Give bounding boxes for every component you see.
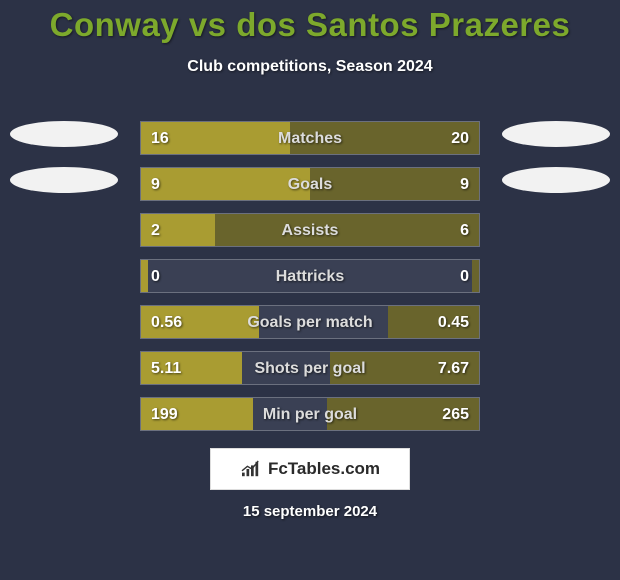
stat-row: 99Goals (140, 167, 480, 201)
stat-value-left: 0.56 (151, 306, 182, 339)
stat-value-left: 16 (151, 122, 169, 155)
stat-value-right: 0.45 (438, 306, 469, 339)
stats-chart: 1620Matches99Goals26Assists00Hattricks0.… (140, 121, 480, 443)
page-subtitle: Club competitions, Season 2024 (0, 58, 620, 76)
page-title: Conway vs dos Santos Prazeres (0, 0, 620, 44)
stat-value-right: 7.67 (438, 352, 469, 385)
stat-row: 0.560.45Goals per match (140, 305, 480, 339)
footer-date: 15 september 2024 (0, 503, 620, 520)
stat-value-right: 0 (460, 260, 469, 293)
bar-right (215, 214, 479, 246)
stat-value-left: 2 (151, 214, 160, 247)
stat-row: 26Assists (140, 213, 480, 247)
bar-right (310, 168, 479, 200)
stat-value-right: 9 (460, 168, 469, 201)
left-badge-2 (10, 167, 118, 193)
stat-value-left: 9 (151, 168, 160, 201)
right-badge-2 (502, 167, 610, 193)
right-badge-1 (502, 121, 610, 147)
stat-row: 5.117.67Shots per goal (140, 351, 480, 385)
stat-value-right: 6 (460, 214, 469, 247)
left-team-badges (10, 121, 118, 213)
stat-label: Hattricks (141, 260, 479, 293)
bar-left (141, 168, 310, 200)
stat-value-right: 20 (451, 122, 469, 155)
bar-right (472, 260, 479, 292)
brand-text: FcTables.com (268, 459, 380, 479)
stat-value-left: 0 (151, 260, 160, 293)
right-team-badges (502, 121, 610, 213)
page-root: Conway vs dos Santos Prazeres Club compe… (0, 0, 620, 580)
brand-box[interactable]: FcTables.com (210, 448, 410, 490)
stat-value-left: 5.11 (151, 352, 181, 385)
stat-row: 0 0Hattricks (140, 259, 480, 293)
stat-row: 1620Matches (140, 121, 480, 155)
stat-row: 199265Min per goal (140, 397, 480, 431)
brand-icon (240, 460, 262, 478)
stat-value-left: 199 (151, 398, 178, 431)
left-badge-1 (10, 121, 118, 147)
stat-value-right: 265 (442, 398, 469, 431)
bar-left (141, 260, 148, 292)
